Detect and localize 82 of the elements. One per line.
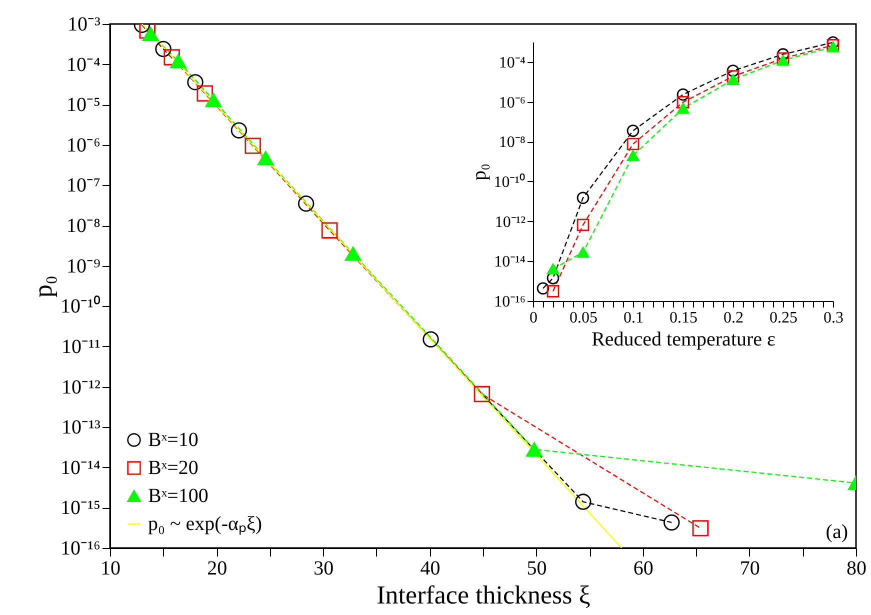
point (776, 48, 790, 61)
legend-label: p₀ ~ exp(-αₚξ) (148, 513, 262, 535)
point (676, 102, 690, 114)
point (726, 74, 740, 86)
x-axis-title: Interface thickness ξ (376, 580, 590, 610)
point (676, 88, 690, 101)
x-tick-label: 20 (207, 558, 228, 580)
point (536, 282, 550, 295)
x-tick-label: 0.15 (670, 310, 698, 326)
y-tick-label: 10⁻¹³ (62, 416, 100, 439)
point (692, 520, 709, 536)
point (155, 40, 172, 58)
point (196, 85, 213, 102)
y-tick-label: 10⁻⁶ (66, 134, 101, 156)
point (546, 263, 560, 274)
point (298, 196, 314, 212)
point (726, 64, 740, 77)
y-tick-label: 10⁻⁶ (498, 94, 526, 112)
y-tick-label: 10⁻⁸ (66, 215, 101, 238)
x-tick-label: 10 (100, 558, 120, 580)
y-tick-label: 10⁻¹⁶ (494, 294, 526, 310)
point (664, 514, 680, 531)
point (526, 442, 542, 456)
point (575, 494, 592, 510)
y-tick-label: 10⁻⁴ (498, 54, 526, 72)
x-tick-label: 0.2 (724, 310, 744, 326)
point (576, 246, 590, 258)
point (474, 386, 490, 402)
y-tick-label: 10⁻⁷ (66, 174, 101, 197)
y-tick-label: 10⁻¹² (62, 376, 100, 398)
x-tick-label: 0.1 (624, 310, 644, 326)
point (676, 96, 690, 108)
point (170, 54, 186, 68)
annotation: (a) (826, 521, 848, 543)
point (244, 138, 261, 154)
point (205, 92, 222, 108)
y-tick-label: 10⁻¹⁶ (60, 538, 101, 560)
point (576, 192, 590, 204)
x-tick-label: 0 (530, 310, 538, 326)
point (626, 138, 640, 150)
x-tick-label: 80 (846, 558, 866, 580)
x-axis-title: Reduced temperature ε (592, 328, 776, 350)
point (626, 150, 640, 161)
point (726, 70, 740, 82)
x-tick-label: 0.05 (570, 310, 598, 326)
point (776, 54, 790, 66)
point (422, 331, 439, 348)
y-tick-label: 10⁻⁹ (66, 255, 101, 278)
point (344, 246, 362, 261)
x-tick-label: 30 (314, 558, 334, 580)
point (142, 26, 159, 41)
x-tick-label: 70 (740, 558, 760, 580)
point (230, 122, 248, 138)
y-axis-title: p₀ (468, 163, 491, 180)
point (257, 151, 274, 166)
legend-label: Bˣ=100 (148, 485, 208, 507)
y-tick-label: 10⁻⁵ (66, 94, 100, 116)
point (626, 124, 640, 137)
point (164, 49, 180, 66)
x-tick-label: 60 (633, 558, 654, 580)
x-tick-label: 0.25 (770, 310, 798, 326)
y-tick-label: 10⁻¹¹ (62, 336, 100, 358)
point (546, 285, 560, 298)
y-tick-label: 10⁻¹⁴ (60, 456, 101, 479)
legend-label: Bˣ=20 (148, 457, 198, 479)
x-tick-label: 50 (526, 558, 547, 580)
x-tick-label: 0.3 (824, 310, 844, 326)
y-tick-label: 10⁻¹² (494, 214, 526, 231)
y-tick-label: 10⁻¹⁰ (494, 172, 526, 191)
y-tick-label: 10⁻⁴ (66, 54, 101, 76)
x-tick-label: 40 (420, 558, 440, 580)
y-axis-title: p₀ (28, 275, 58, 298)
point (826, 36, 840, 49)
point (187, 74, 204, 90)
legend-label: Bˣ=10 (148, 429, 198, 451)
point (321, 222, 338, 238)
y-tick-label: 10⁻¹⁰ (60, 294, 100, 318)
y-tick-label: 10⁻⁸ (498, 134, 526, 152)
y-tick-label: 10⁻¹⁴ (494, 254, 526, 271)
y-tick-label: 10⁻¹⁵ (60, 497, 100, 520)
y-tick-label: 10⁻³ (68, 14, 100, 36)
point (576, 218, 590, 232)
